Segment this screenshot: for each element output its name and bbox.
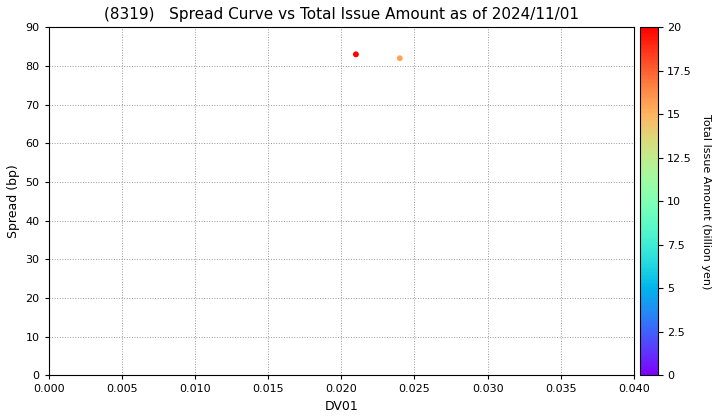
Title: (8319)   Spread Curve vs Total Issue Amount as of 2024/11/01: (8319) Spread Curve vs Total Issue Amoun… <box>104 7 579 22</box>
Y-axis label: Total Issue Amount (billion yen): Total Issue Amount (billion yen) <box>701 114 711 289</box>
X-axis label: DV01: DV01 <box>325 400 358 413</box>
Y-axis label: Spread (bp): Spread (bp) <box>7 165 20 238</box>
Point <box>394 55 405 62</box>
Point <box>350 51 361 58</box>
